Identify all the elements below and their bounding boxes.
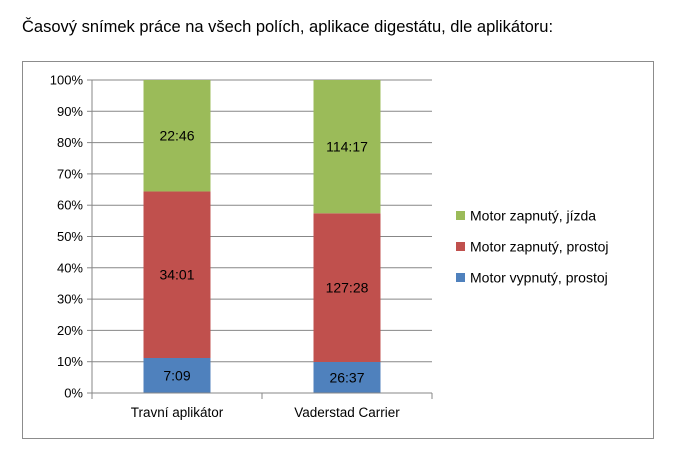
gridlines — [92, 79, 432, 394]
legend-item-label: Motor zapnutý, jízda — [470, 208, 596, 224]
y-tick-label: 60% — [57, 198, 83, 213]
y-tick-label: 30% — [57, 292, 83, 307]
y-tick-label: 20% — [57, 323, 83, 338]
page-title: Časový snímek práce na všech polích, apl… — [22, 18, 554, 36]
data-label: 34:01 — [159, 267, 194, 283]
data-label: 26:37 — [329, 369, 364, 385]
bars — [143, 80, 381, 393]
legend-swatch — [456, 242, 465, 251]
bar-segment — [313, 361, 381, 393]
bar-segment — [143, 80, 211, 192]
y-tick-label: 70% — [57, 166, 83, 181]
legend-item-label: Motor vypnutý, prostoj — [470, 270, 608, 286]
legend: Motor zapnutý, jízda Motor zapnutý, prost… — [456, 208, 609, 286]
y-tick-label: 80% — [57, 135, 83, 150]
y-tick-label: 90% — [57, 104, 83, 119]
y-tick-label: 10% — [57, 354, 83, 369]
x-category-label: Vaderstad Carrier — [294, 405, 400, 420]
legend-item-label: Motor zapnutý, prostoj — [470, 239, 609, 255]
legend-swatch — [456, 211, 465, 220]
y-tick-label: 100% — [50, 73, 84, 88]
data-labels: 7:09 34:01 22:46 26:37 127:28 114:17 — [159, 128, 368, 386]
y-tick-label: 0% — [64, 386, 83, 401]
bar-segment — [313, 80, 381, 214]
y-tick-label: 50% — [57, 229, 83, 244]
axes: 0% 10% 20% 30% 40% 50% 60% 70% 80% 90% 100% Travní … — [50, 73, 433, 420]
data-label: 114:17 — [326, 139, 368, 155]
data-label: 22:46 — [159, 128, 194, 144]
x-category-label: Travní aplikátor — [131, 405, 224, 420]
legend-swatch — [456, 273, 465, 282]
data-label: 7:09 — [163, 367, 190, 383]
data-label: 127:28 — [326, 280, 369, 296]
y-tick-label: 40% — [57, 260, 83, 275]
bar-segment — [143, 357, 211, 393]
bar-segment — [143, 191, 211, 358]
bar-segment — [313, 213, 381, 362]
